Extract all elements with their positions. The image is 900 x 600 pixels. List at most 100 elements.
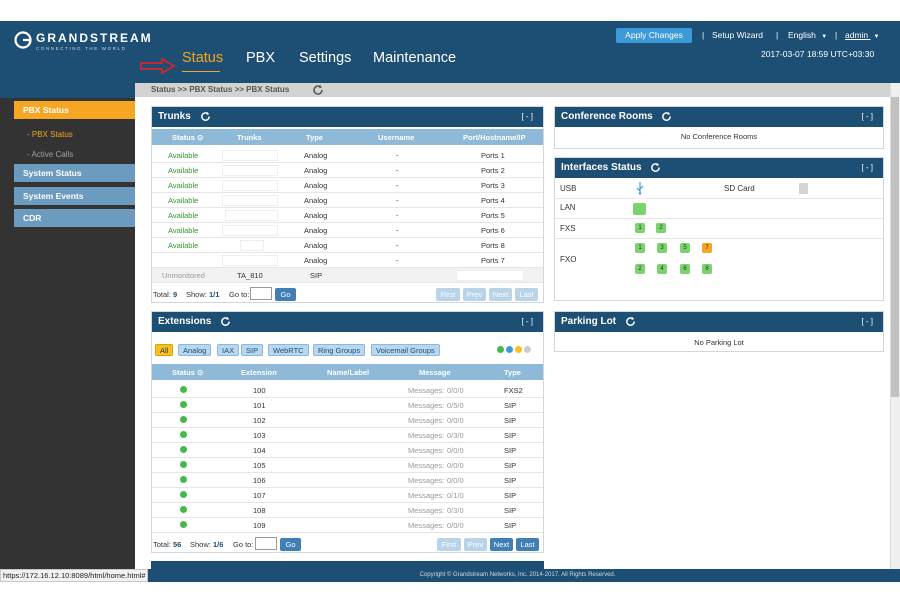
- apply-changes-button[interactable]: Apply Changes: [616, 28, 692, 43]
- table-row[interactable]: Available Analog - Ports 4: [152, 193, 543, 208]
- nav-status[interactable]: Status: [182, 50, 224, 66]
- filter-voicemail-groups[interactable]: Voicemail Groups: [371, 344, 440, 356]
- refresh-icon[interactable]: [625, 316, 636, 327]
- table-row[interactable]: 102 Messages: 0/0/0 SIP: [152, 413, 543, 428]
- nav-pbx[interactable]: PBX: [246, 50, 276, 66]
- nav-settings[interactable]: Settings: [299, 50, 352, 66]
- refresh-icon[interactable]: [200, 111, 211, 122]
- column-header-status[interactable]: Status ⊙: [172, 368, 204, 377]
- trunks-panel: Trunks [ - ] Status ⊙ Trunks Type Userna…: [151, 106, 544, 303]
- trunk-name-cell: [240, 240, 264, 251]
- extension-type: SIP: [504, 506, 517, 515]
- grandstream-logo[interactable]: GRANDSTREAM CONNECTING THE WORLD: [14, 29, 151, 55]
- sidebar-subitem-active-calls[interactable]: - Active Calls: [27, 150, 74, 159]
- extensions-title: Extensions: [158, 316, 212, 327]
- go-button[interactable]: Go: [275, 288, 296, 301]
- trunk-port: Ports 4: [481, 196, 505, 205]
- trunks-title: Trunks: [158, 111, 191, 122]
- column-header-extension: Extension: [241, 368, 277, 377]
- nav-maintenance[interactable]: Maintenance: [373, 50, 457, 66]
- last-page-button[interactable]: Last: [516, 538, 539, 551]
- conference-title: Conference Rooms: [561, 111, 653, 122]
- collapse-toggle[interactable]: [ - ]: [521, 317, 533, 326]
- message-label: Messages:: [408, 386, 445, 395]
- table-row[interactable]: 109 Messages: 0/0/0 SIP: [152, 518, 543, 533]
- column-header-username: Username: [378, 133, 415, 142]
- filter-ring-groups[interactable]: Ring Groups: [313, 344, 366, 356]
- first-page-button[interactable]: First: [437, 538, 461, 551]
- table-row[interactable]: Analog - Ports 7: [152, 253, 543, 268]
- grandstream-logo-mark-icon: [14, 31, 32, 49]
- table-row[interactable]: 107 Messages: 0/1/0 SIP: [152, 488, 543, 503]
- refresh-icon[interactable]: [650, 162, 661, 173]
- extensions-pager: Total: 56 Show: 1/6 Go to: Go First Prev…: [152, 536, 543, 554]
- sd-card-icon: [799, 183, 808, 194]
- table-row[interactable]: 106 Messages: 0/0/0 SIP: [152, 473, 543, 488]
- prev-page-button[interactable]: Prev: [464, 538, 487, 551]
- refresh-icon[interactable]: [661, 111, 672, 122]
- status-dot-icon: [180, 521, 187, 528]
- filter-webrtc[interactable]: WebRTC: [268, 344, 309, 356]
- trunk-name-cell: [222, 150, 278, 161]
- sidebar-item-pbx-status[interactable]: PBX Status: [14, 101, 135, 119]
- scrollbar-thumb[interactable]: [891, 97, 899, 397]
- trunk-port: Ports 7: [481, 256, 505, 265]
- sidebar-item-system-events[interactable]: System Events: [14, 187, 135, 205]
- filter-analog[interactable]: Analog: [178, 344, 212, 356]
- table-row[interactable]: 105 Messages: 0/0/0 SIP: [152, 458, 543, 473]
- refresh-icon[interactable]: [312, 84, 324, 96]
- table-row[interactable]: Available Analog - Ports 3: [152, 178, 543, 193]
- column-header-status[interactable]: Status ⊙: [172, 133, 204, 142]
- fxo-port-6: 6: [680, 264, 690, 274]
- pager-total: 9: [173, 290, 178, 299]
- table-row[interactable]: Unmonitored TA_810 SIP: [152, 268, 543, 283]
- trunk-type: Analog: [304, 211, 328, 220]
- next-page-button[interactable]: Next: [489, 288, 512, 301]
- table-row[interactable]: Available Analog - Ports 6: [152, 223, 543, 238]
- trunk-port: Ports 6: [481, 226, 505, 235]
- table-row[interactable]: Available Analog - Ports 1: [152, 148, 543, 163]
- sidebar-item-system-status[interactable]: System Status: [14, 164, 135, 182]
- language-select[interactable]: English ▼: [788, 30, 827, 40]
- collapse-toggle[interactable]: [ - ]: [521, 112, 533, 121]
- collapse-toggle[interactable]: [ - ]: [861, 112, 873, 121]
- collapse-toggle[interactable]: [ - ]: [861, 317, 873, 326]
- filter-all[interactable]: All: [155, 344, 174, 356]
- message-count: 0/0/0: [447, 386, 464, 395]
- table-row[interactable]: Available Analog - Ports 5: [152, 208, 543, 223]
- extension-type: SIP: [504, 446, 517, 455]
- goto-input[interactable]: [255, 537, 277, 550]
- go-button[interactable]: Go: [280, 538, 301, 551]
- table-row[interactable]: 101 Messages: 0/5/0 SIP: [152, 398, 543, 413]
- status-dot-icon: [180, 476, 187, 483]
- setup-wizard-link[interactable]: Setup Wizard: [712, 30, 764, 40]
- table-row[interactable]: 103 Messages: 0/3/0 SIP: [152, 428, 543, 443]
- message-label: Messages:: [408, 476, 445, 485]
- header-separator: |: [702, 30, 705, 40]
- status-dot-icon: [180, 386, 187, 393]
- trunk-type: Analog: [304, 196, 328, 205]
- table-row[interactable]: Available Analog - Ports 2: [152, 163, 543, 178]
- first-page-button[interactable]: First: [436, 288, 460, 301]
- table-row[interactable]: 108 Messages: 0/3/0 SIP: [152, 503, 543, 518]
- sidebar-topbar: [0, 83, 135, 98]
- sidebar-subitem-pbx-status[interactable]: - PBX Status: [27, 130, 73, 139]
- trunk-type: Analog: [304, 226, 328, 235]
- filter-iax[interactable]: IAX: [217, 344, 240, 356]
- sidebar-item-cdr[interactable]: CDR: [14, 209, 135, 227]
- table-row[interactable]: 104 Messages: 0/0/0 SIP: [152, 443, 543, 458]
- collapse-toggle[interactable]: [ - ]: [861, 163, 873, 172]
- last-page-button[interactable]: Last: [515, 288, 538, 301]
- table-row[interactable]: Available Analog - Ports 8: [152, 238, 543, 253]
- prev-page-button[interactable]: Prev: [463, 288, 486, 301]
- table-row[interactable]: 100 Messages: 0/0/0 FXS2: [152, 383, 543, 398]
- filter-sip[interactable]: SIP: [241, 344, 264, 356]
- next-page-button[interactable]: Next: [490, 538, 513, 551]
- fxo-port-7: 7: [702, 243, 712, 253]
- goto-input[interactable]: [250, 287, 272, 300]
- user-menu[interactable]: admin ▼: [845, 30, 879, 40]
- refresh-icon[interactable]: [220, 316, 231, 327]
- trunk-username: -: [396, 241, 399, 250]
- usb-label: USB: [560, 184, 577, 193]
- column-header-port: Port/Hostname/IP: [463, 133, 526, 142]
